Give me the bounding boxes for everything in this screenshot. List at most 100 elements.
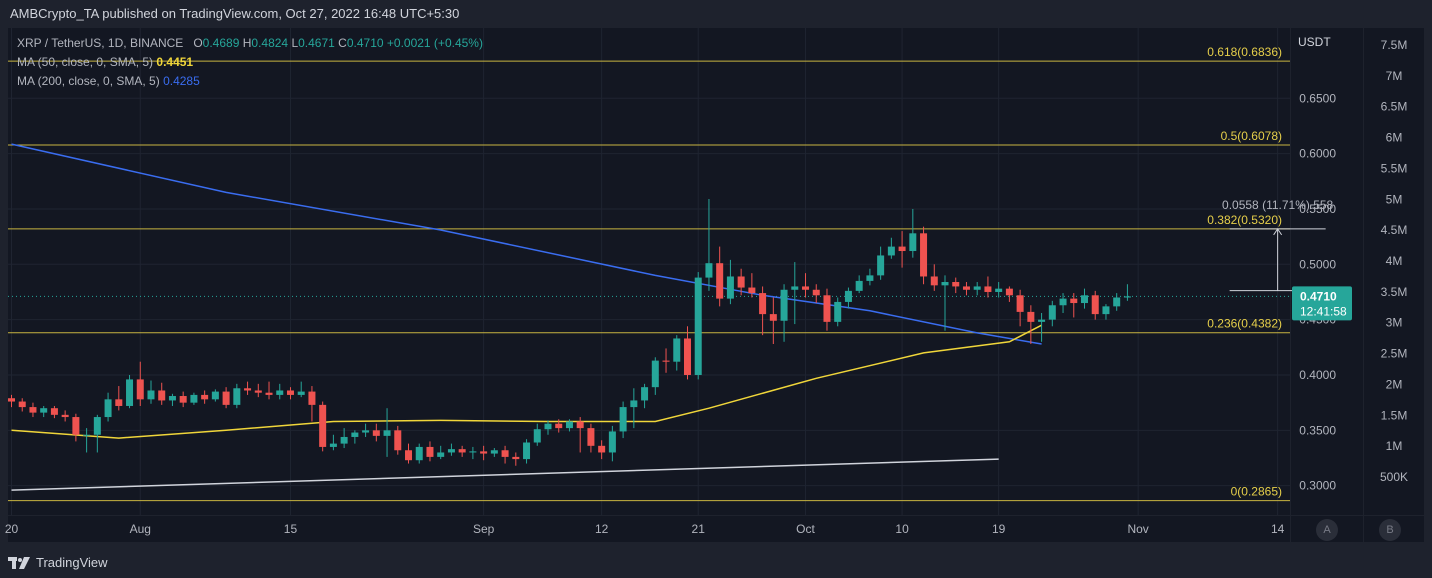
candle-body [8, 398, 15, 402]
ma50-line [11, 324, 1042, 439]
time-tick-label: 19 [992, 522, 1006, 536]
candle-body [490, 450, 498, 454]
candle-body [115, 399, 123, 406]
symbol-row: XRP / TetherUS, 1D, BINANCE O0.4689 H0.4… [17, 34, 483, 53]
volume-tick-label: 5M [1386, 192, 1403, 206]
candle-body [1113, 297, 1121, 307]
candle-body [984, 286, 992, 292]
candle-body [383, 430, 391, 436]
volume-tick-label: 1M [1386, 439, 1403, 453]
time-tick-label: 10 [895, 522, 909, 536]
candle-body [962, 286, 970, 290]
price-tick-label: 0.6500 [1299, 91, 1336, 105]
time-tick-label: Aug [130, 522, 151, 536]
ma50-row: MA (50, close, 0, SMA, 5) 0.4451 [17, 53, 483, 72]
candle-body [1091, 295, 1099, 315]
candle-body [930, 276, 938, 286]
candle-body [1048, 305, 1056, 320]
volume-tick-label: 4M [1386, 254, 1403, 268]
volume-tick-label: 7.5M [1381, 38, 1408, 52]
candle-body [29, 407, 37, 413]
candle-body [598, 445, 606, 453]
close-value: 0.4710 [346, 36, 384, 50]
candle-body [405, 450, 413, 461]
footer: TradingView [8, 555, 108, 570]
candle-body [126, 379, 134, 406]
candle-body [1016, 295, 1024, 312]
support-trendline [11, 458, 999, 491]
time-tick-label: 14 [1271, 522, 1285, 536]
candles [8, 199, 1131, 466]
volume-tick-label: 5.5M [1381, 161, 1408, 175]
candle-body [737, 276, 745, 288]
price-tick-label: 0.5500 [1299, 202, 1336, 216]
candle-body [233, 388, 241, 405]
candle-body [18, 401, 26, 408]
candle-body [576, 421, 584, 429]
last-price-countdown: 12:41:58 [1300, 304, 1347, 318]
tradingview-brand: TradingView [36, 555, 108, 570]
open-label: O [193, 36, 203, 50]
candle-body [748, 287, 756, 294]
auto-scale-button[interactable]: A [1316, 519, 1338, 541]
time-tick-label: Sep [473, 522, 495, 536]
candle-body [458, 449, 466, 453]
candle-body [276, 390, 284, 395]
candle-body [995, 288, 1003, 292]
measure-arrow-head [1273, 227, 1283, 236]
candle-body [394, 430, 402, 451]
candle-body [952, 282, 960, 287]
candle-body [40, 408, 48, 413]
ma50-value: 0.4451 [156, 55, 194, 69]
candle-body [222, 391, 230, 405]
candle-body [694, 277, 702, 375]
candle-body [244, 388, 252, 391]
publish-header: AMBCrypto_TA published on TradingView.co… [10, 6, 460, 21]
candle-body [555, 423, 563, 429]
candle-body [136, 379, 144, 400]
volume-tick-label: 2.5M [1381, 347, 1408, 361]
candle-body [1070, 298, 1078, 304]
volume-scale-button[interactable]: B [1379, 519, 1401, 541]
candle-body [716, 263, 724, 299]
ma50-label: MA (50, close, 0, SMA, 5) [17, 55, 154, 69]
fib-level-label: 0.236(0.4382) [1207, 317, 1282, 331]
candle-body [211, 391, 219, 400]
candle-body [351, 432, 359, 437]
volume-tick-label: 500K [1380, 470, 1408, 484]
price-tick-label: 0.5000 [1299, 257, 1336, 271]
candle-body [1005, 288, 1013, 296]
candle-body [437, 452, 445, 457]
candle-body [83, 434, 91, 436]
candle-body [104, 399, 112, 418]
volume-axis-panel [1364, 28, 1424, 515]
candle-body [866, 275, 874, 281]
candle-body [480, 451, 488, 454]
candle-body [834, 301, 842, 322]
candle-body [877, 255, 885, 276]
candle-body [372, 430, 380, 436]
volume-tick-label: 6.5M [1381, 100, 1408, 114]
candle-body [791, 286, 799, 290]
candle-body [1081, 295, 1088, 304]
candle-body [265, 392, 273, 395]
candle-body [179, 396, 187, 403]
fib-level-label: 0.5(0.6078) [1221, 129, 1282, 143]
candle-body [158, 390, 166, 401]
candle-body [147, 390, 155, 400]
fib-level-label: 0.618(0.6836) [1207, 45, 1282, 59]
volume-tick-label: 7M [1386, 69, 1403, 83]
candle-body [501, 450, 509, 457]
time-tick-label: 15 [284, 522, 298, 536]
high-value: 0.4824 [251, 36, 289, 50]
candle-body [544, 423, 552, 430]
candle-body [673, 338, 681, 362]
fib-level-label: 0.382(0.5320) [1207, 213, 1282, 227]
candle-body [630, 400, 638, 408]
candle-body [641, 387, 649, 401]
candle-body [254, 390, 262, 393]
candle-body [662, 360, 670, 362]
ma200-value: 0.4285 [163, 74, 200, 88]
candle-body [1102, 306, 1110, 315]
